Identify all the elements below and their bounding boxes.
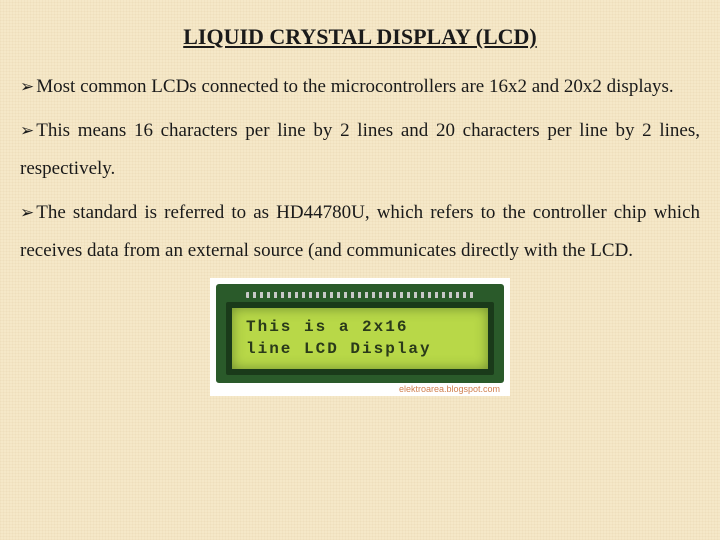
slide-page: LIQUID CRYSTAL DISPLAY (LCD) ➢Most commo… [0,0,720,406]
paragraph-text: Most common LCDs connected to the microc… [36,76,673,97]
bullet-icon: ➢ [20,70,34,104]
lcd-line-1: This is a 2x16 [246,316,474,338]
paragraph-text: The standard is referred to as HD44780U,… [20,202,700,261]
bullet-icon: ➢ [20,196,34,230]
lcd-image-container: This is a 2x16 line LCD Display elektroa… [210,278,510,396]
page-title: LIQUID CRYSTAL DISPLAY (LCD) [20,24,700,50]
bullet-icon: ➢ [20,114,34,148]
bullet-paragraph: ➢Most common LCDs connected to the micro… [20,68,700,106]
lcd-module: This is a 2x16 line LCD Display [216,284,504,383]
bullet-paragraph: ➢This means 16 characters per line by 2 … [20,112,700,188]
lcd-pin-header [246,292,474,298]
lcd-line-2: line LCD Display [246,338,474,360]
paragraph-text: This means 16 characters per line by 2 l… [20,120,700,179]
lcd-screen: This is a 2x16 line LCD Display [226,302,494,375]
image-watermark: elektroarea.blogspot.com [216,383,504,394]
bullet-paragraph: ➢The standard is referred to as HD44780U… [20,194,700,270]
